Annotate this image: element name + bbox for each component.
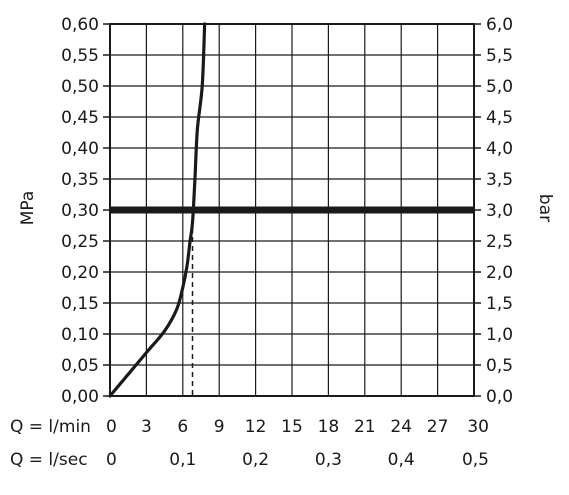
x-tick-label: 0,3 [315, 450, 342, 470]
x-tick-label: 0,5 [462, 450, 489, 470]
x-tick-label: 6 [177, 417, 188, 437]
x-tick-label: 15 [281, 417, 303, 437]
right-tick-label: 3,5 [486, 170, 513, 190]
x-tick-label: 0 [106, 417, 117, 437]
x-tick-label: 30 [467, 417, 489, 437]
left-tick-label: 0,10 [61, 325, 99, 345]
left-tick-label: 0,50 [61, 77, 99, 97]
left-tick-label: 0,05 [61, 356, 99, 376]
left-tick-label: 0,15 [61, 294, 99, 314]
left-axis-ticks: 0,00 0,05 0,10 0,15 0,20 0,25 0,30 0,35 0,40 0,45… [61, 15, 110, 407]
left-tick-label: 0,30 [61, 201, 99, 221]
right-tick-label: 0,5 [486, 356, 513, 376]
x-tick-label: 3 [141, 417, 152, 437]
right-tick-label: 1,0 [486, 325, 513, 345]
x-axis-row-lmin: Q = l/min 0 3 6 9 12 15 18 21 24 27 30 [10, 417, 489, 437]
x-tick-label: 27 [427, 417, 449, 437]
right-tick-label: 6,0 [486, 15, 513, 35]
y-axis-right-title: bar [535, 194, 555, 222]
left-tick-label: 0,60 [61, 15, 99, 35]
left-tick-label: 0,35 [61, 170, 99, 190]
x-tick-label: 0 [106, 450, 117, 470]
x-tick-label: 24 [390, 417, 412, 437]
x-axis-row-label: Q = l/min [10, 417, 91, 437]
right-tick-label: 4,0 [486, 139, 513, 159]
x-tick-label: 12 [245, 417, 267, 437]
x-tick-label: 0,2 [242, 450, 269, 470]
right-tick-label: 1,5 [486, 294, 513, 314]
plot-area [108, 22, 474, 398]
right-tick-label: 4,5 [486, 108, 513, 128]
left-tick-label: 0,25 [61, 232, 99, 252]
x-axis-row-lsec: Q = l/sec 0 0,1 0,2 0,3 0,4 0,5 [10, 450, 489, 470]
left-tick-label: 0,20 [61, 263, 99, 283]
left-tick-label: 0,40 [61, 139, 99, 159]
flow-curve-line [108, 22, 207, 398]
right-tick-label: 2,5 [486, 232, 513, 252]
right-axis-ticks: 0,0 0,5 1,0 1,5 2,0 2,5 3,0 3,5 4,0 4,5 5,0 5,5 6,0 [474, 15, 513, 407]
x-axis-row-label: Q = l/sec [10, 450, 88, 470]
left-tick-label: 0,55 [61, 46, 99, 66]
y-axis-left-title: MPa [18, 191, 38, 226]
x-tick-label: 9 [214, 417, 225, 437]
right-tick-label: 3,0 [486, 201, 513, 221]
x-tick-label: 18 [318, 417, 340, 437]
right-tick-label: 5,0 [486, 77, 513, 97]
left-tick-label: 0,45 [61, 108, 99, 128]
x-tick-label: 21 [354, 417, 376, 437]
right-tick-label: 5,5 [486, 46, 513, 66]
x-tick-label: 0,1 [169, 450, 196, 470]
right-tick-label: 2,0 [486, 263, 513, 283]
right-tick-label: 0,0 [486, 387, 513, 407]
left-tick-label: 0,00 [61, 387, 99, 407]
x-tick-label: 0,4 [388, 450, 415, 470]
